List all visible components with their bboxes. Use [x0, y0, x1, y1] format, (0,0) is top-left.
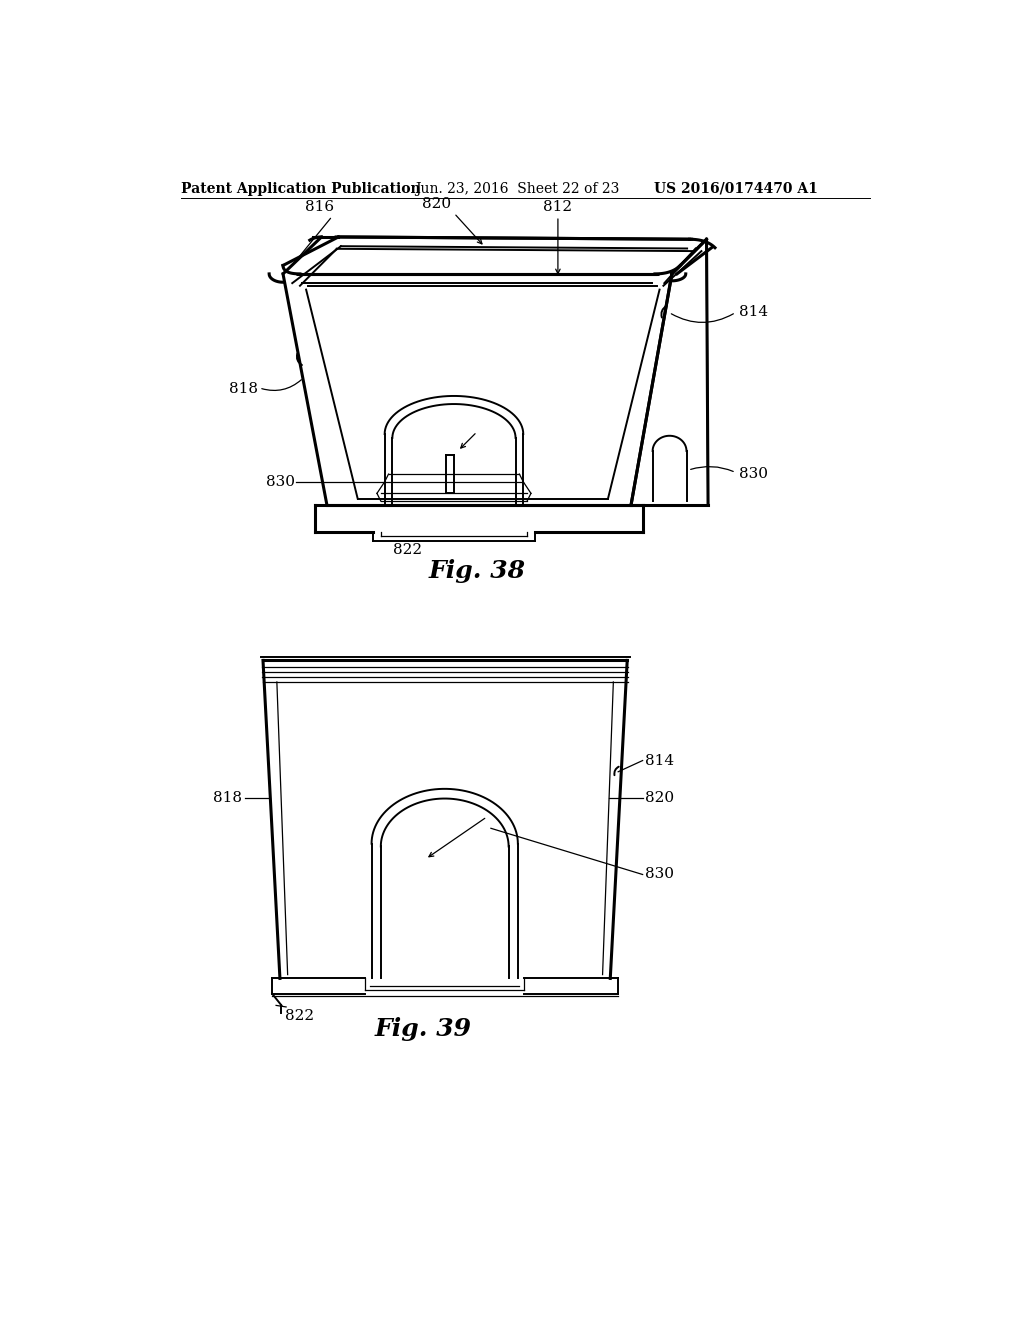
Text: 820: 820	[423, 197, 452, 211]
Text: Fig. 38: Fig. 38	[429, 558, 525, 583]
Text: 814: 814	[645, 754, 674, 767]
Text: 812: 812	[544, 199, 572, 214]
Text: Jun. 23, 2016  Sheet 22 of 23: Jun. 23, 2016 Sheet 22 of 23	[416, 182, 620, 195]
Text: 830: 830	[645, 867, 674, 882]
Text: 816: 816	[305, 199, 334, 214]
Text: 814: 814	[739, 305, 768, 319]
Text: US 2016/0174470 A1: US 2016/0174470 A1	[654, 182, 818, 195]
Text: 820: 820	[645, 791, 674, 804]
Text: 822: 822	[393, 544, 422, 557]
Text: 830: 830	[739, 467, 768, 480]
Text: Fig. 39: Fig. 39	[375, 1016, 472, 1041]
Text: 818: 818	[213, 791, 243, 804]
Text: Patent Application Publication: Patent Application Publication	[180, 182, 420, 195]
Text: 830: 830	[265, 475, 295, 488]
Text: 822: 822	[285, 1010, 313, 1023]
Text: 818: 818	[228, 383, 258, 396]
